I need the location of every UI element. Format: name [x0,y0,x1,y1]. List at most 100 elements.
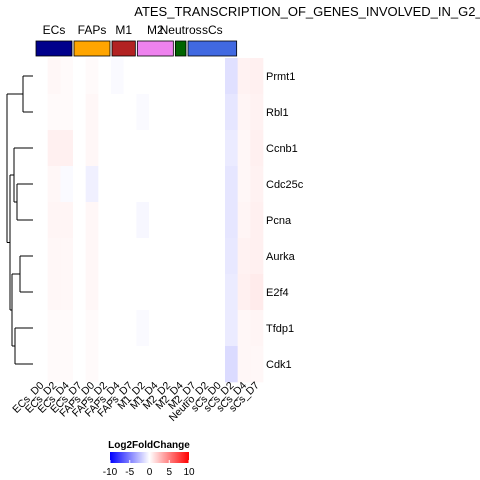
heatmap-cell [250,346,264,383]
heatmap-cell [237,346,251,383]
heatmap-cell [136,238,150,275]
heatmap-cell [161,166,175,203]
heatmap-cell [60,274,74,311]
heatmap-cell [187,346,200,383]
heatmap-cell [237,166,251,203]
heatmap-cell [60,94,74,131]
heatmap-cell [187,274,200,311]
heatmap-cell [98,202,112,239]
heatmap-cell [237,310,251,347]
row-label: Ccnb1 [266,143,298,155]
heatmap-cell [187,166,200,203]
heatmap-cell [174,130,188,167]
heatmap-cell [212,130,226,167]
heatmap-cell [174,58,188,95]
heatmap-cell [136,166,150,203]
heatmap-cell [98,166,112,203]
heatmap-cell [136,274,150,311]
heatmap-cell [174,274,188,311]
heatmap-cell [212,346,226,383]
heatmap-cell [237,202,251,239]
heatmap-cell [161,58,175,95]
heatmap-cell [212,58,226,95]
heatmap-cell [149,94,162,131]
row-label: Cdc25c [266,179,304,191]
heatmap-cell [187,130,200,167]
heatmap-cell [60,166,74,203]
legend-tick-label: 10 [183,467,195,478]
heatmap-cell [123,202,137,239]
heatmap-cell [149,238,162,275]
heatmap-cell [149,274,162,311]
group-label: ECs [43,23,66,37]
group-bar [111,40,136,57]
legend-tick-label: 5 [166,467,172,478]
row-label: Tfdp1 [266,323,294,335]
heatmap-cell [250,94,264,131]
heatmap-cell [225,94,238,131]
heatmap-cell [73,346,86,383]
heatmap-cell [111,274,124,311]
heatmap-cell [199,202,213,239]
heatmap-cell [85,58,99,95]
row-label: Cdk1 [266,359,292,371]
heatmap-cell [60,202,74,239]
heatmap-cell [35,94,48,131]
heatmap-cell [73,130,86,167]
heatmap-cell [123,130,137,167]
heatmap-cell [35,310,48,347]
row-label: E2f4 [266,287,289,299]
group-bar [73,40,111,57]
heatmap-cell [98,94,112,131]
heatmap-cell [73,94,86,131]
heatmap-cell [123,274,137,311]
row-label: Pcna [266,215,292,227]
heatmap-cell [187,202,200,239]
heatmap-cell [111,130,124,167]
heatmap-cell [60,238,74,275]
group-bar [174,40,187,57]
heatmap-cell [85,130,99,167]
heatmap-cell [199,346,213,383]
heatmap-cell [111,202,124,239]
heatmap-cell [187,94,200,131]
heatmap-cell [47,202,61,239]
heatmap-cell [85,346,99,383]
heatmap-cell [123,310,137,347]
heatmap-cell [85,202,99,239]
heatmap-cell [212,274,226,311]
heatmap-cell [136,130,150,167]
heatmap-cell [250,238,264,275]
heatmap-cell [73,58,86,95]
heatmap-cell [187,58,200,95]
heatmap-cell [123,94,137,131]
heatmap-cell [35,346,48,383]
heatmap-cell [199,130,213,167]
heatmap-cell [237,58,251,95]
heatmap-cell [212,202,226,239]
heatmap-cell [47,130,61,167]
heatmap-cell [199,310,213,347]
heatmap-cell [212,166,226,203]
heatmap-cell [187,238,200,275]
heatmap-cell [199,58,213,95]
color-legend: Log2FoldChange -10 -5 0 5 10 [103,440,195,478]
heatmap-cell [47,310,61,347]
heatmap-cell [237,274,251,311]
heatmap-cell [174,166,188,203]
column-labels: ECs_D0ECs_D2ECs_D4ECs_D7FAPs_D0FAPs_D2FA… [10,380,262,425]
heatmap-cell [149,310,162,347]
heatmap-cell [225,238,238,275]
heatmap-cell [47,166,61,203]
heatmap-cell [85,166,99,203]
heatmap-cell [237,238,251,275]
heatmap-cell [123,346,137,383]
heatmap-cell [174,202,188,239]
heatmap-cell [136,310,150,347]
heatmap-cell [136,202,150,239]
heatmap-cell [174,238,188,275]
heatmap-cell [111,238,124,275]
heatmap-cell [73,274,86,311]
heatmap-cell [149,202,162,239]
heatmap-cell [250,202,264,239]
